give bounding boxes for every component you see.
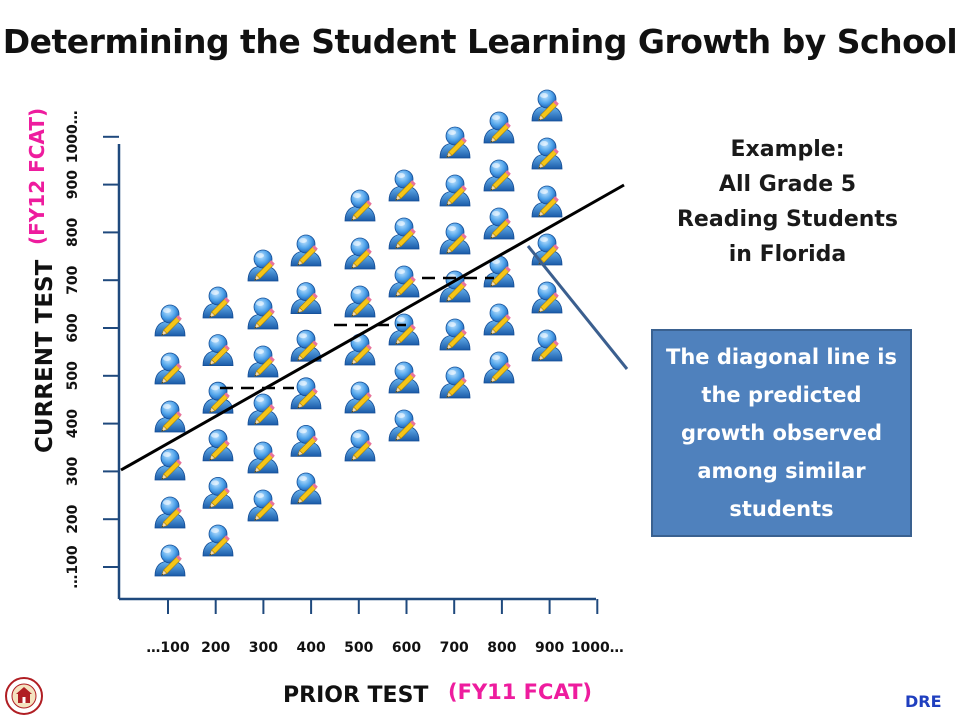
student-pencil-icon: [154, 304, 186, 337]
y-axis-ticks: [103, 135, 119, 568]
x-axis-sublabel: (FY11 FCAT): [448, 680, 592, 704]
student-pencil-icon: [154, 496, 186, 529]
student-pencil-icon: [483, 303, 515, 336]
student-pencil-icon: [388, 313, 420, 346]
student-pencil-icon: [290, 472, 322, 505]
student-pencil-icon: [290, 234, 322, 267]
y-tick-label: 400: [65, 409, 81, 438]
student-pencil-icon: [247, 489, 279, 522]
y-tick-label: 700: [65, 265, 81, 294]
student-pencil-icon: [483, 207, 515, 240]
student-pencil-icon: [247, 297, 279, 330]
x-tick-label: …100: [146, 640, 189, 656]
callout-connector: [526, 245, 629, 370]
x-axis-ticks: [167, 599, 599, 614]
student-pencil-icon: [483, 111, 515, 144]
student-pencil-icon: [388, 217, 420, 250]
student-pencil-icon: [290, 424, 322, 458]
x-tick-label: 400: [296, 640, 325, 656]
student-pencil-icon: [202, 429, 234, 462]
student-pencil-icon: [483, 159, 515, 192]
student-icons: [154, 89, 563, 577]
page-title: Determining the Student Learning Growth …: [2, 22, 958, 61]
y-tick-label: 1000…: [65, 110, 81, 163]
student-pencil-icon: [344, 237, 376, 270]
student-pencil-icon: [344, 429, 376, 462]
student-pencil-icon: [388, 409, 420, 442]
example-line-3: Reading Students: [676, 207, 899, 232]
student-pencil-icon: [290, 282, 322, 315]
student-pencil-icon: [531, 329, 563, 362]
y-tick-label: 600: [65, 313, 81, 342]
student-pencil-icon: [154, 352, 186, 385]
x-tick-label: 1000…: [571, 640, 624, 656]
x-tick-label: 200: [201, 640, 230, 656]
x-tick-label: 500: [344, 640, 373, 656]
example-line-2: All Grade 5: [718, 172, 857, 197]
student-pencil-icon: [483, 351, 515, 384]
school-district-logo-icon: [5, 677, 43, 715]
student-pencil-icon: [344, 381, 376, 414]
student-pencil-icon: [531, 89, 563, 122]
y-axis-sublabel: (FY12 FCAT): [25, 108, 49, 245]
student-pencil-icon: [388, 169, 420, 202]
student-pencil-icon: [439, 174, 471, 207]
student-pencil-icon: [154, 400, 186, 433]
student-pencil-icon: [247, 345, 279, 378]
student-pencil-icon: [290, 377, 322, 410]
student-pencil-icon: [247, 393, 279, 426]
student-pencil-icon: [439, 318, 471, 351]
student-pencil-icon: [247, 441, 279, 474]
student-pencil-icon: [154, 448, 186, 481]
callout-text: The diagonal line is the predicted growt…: [666, 345, 897, 521]
student-pencil-icon: [439, 366, 471, 399]
student-pencil-icon: [202, 334, 234, 367]
student-pencil-icon: [439, 222, 471, 255]
predicted-growth-line: [120, 183, 625, 472]
student-pencil-icon: [344, 189, 376, 222]
student-pencil-icon: [154, 544, 186, 577]
y-tick-label: …100: [65, 545, 81, 588]
example-line-1: Example:: [730, 137, 845, 162]
student-pencil-icon: [388, 265, 420, 298]
student-pencil-icon: [202, 286, 234, 319]
x-tick-label: 600: [392, 640, 421, 656]
student-pencil-icon: [531, 281, 563, 314]
y-tick-label: 800: [65, 218, 81, 247]
student-pencil-icon: [202, 476, 234, 510]
x-tick-label: 800: [487, 640, 516, 656]
example-note: Example: All Grade 5 Reading Students in…: [655, 132, 920, 272]
y-tick-label: 500: [65, 361, 81, 390]
student-pencil-icon: [247, 249, 279, 282]
x-axis-tick-labels: …100 200 300 400 500 600 700 800 900 1000…: [146, 640, 623, 656]
example-line-4: in Florida: [728, 242, 847, 267]
student-pencil-icon: [531, 185, 563, 218]
student-pencil-icon: [531, 233, 563, 266]
callout-box: The diagonal line is the predicted growt…: [651, 329, 912, 537]
student-pencil-icon: [202, 524, 234, 557]
x-tick-label: 900: [535, 640, 564, 656]
student-pencil-icon: [531, 137, 563, 170]
student-pencil-icon: [439, 126, 471, 159]
y-tick-label: 200: [65, 504, 81, 533]
y-tick-label: 300: [65, 457, 81, 486]
y-axis-label: CURRENT TEST: [32, 259, 58, 453]
y-tick-label: 900: [65, 170, 81, 199]
student-pencil-icon: [388, 361, 420, 394]
student-pencil-icon: [290, 329, 322, 363]
x-tick-label: 300: [249, 640, 278, 656]
dre-badge: DRE: [905, 692, 942, 711]
x-axis-label: PRIOR TEST: [283, 683, 429, 708]
y-axis-tick-labels: …100 200 300 400 500 600 700 800 900 1000…: [65, 110, 81, 588]
x-tick-label: 700: [440, 640, 469, 656]
student-pencil-icon: [344, 285, 376, 318]
